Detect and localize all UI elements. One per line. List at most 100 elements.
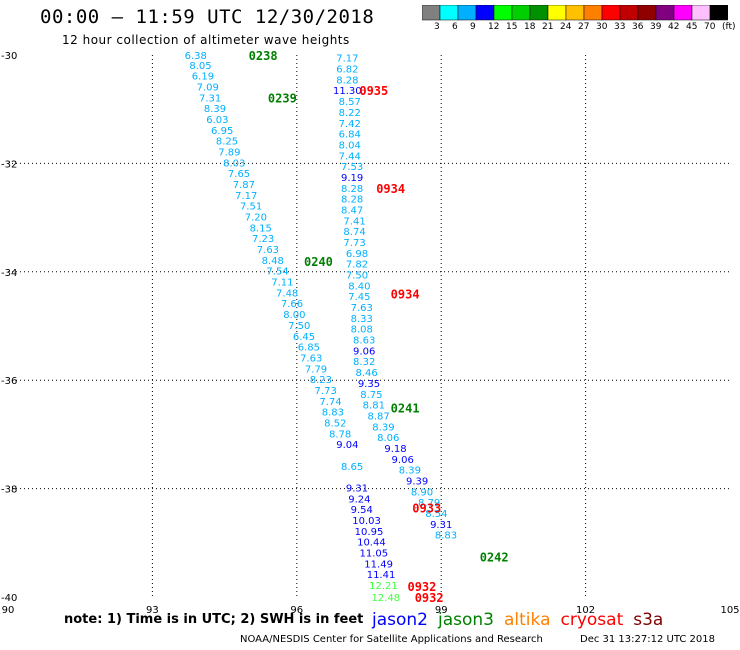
wave-height-value: 6.38	[185, 51, 207, 62]
wave-height-value: 8.00	[283, 310, 305, 321]
wave-height-value: 7.09	[197, 82, 219, 93]
wave-height-value: 6.84	[339, 130, 361, 141]
y-tick-label: -34	[1, 268, 17, 279]
wave-height-value: 8.46	[355, 368, 377, 379]
color-scale-bar	[422, 5, 728, 21]
credit-text: NOAA/NESDIS Center for Satellite Applica…	[240, 634, 543, 645]
pass-time-label: 0241	[391, 401, 420, 415]
wave-height-value: 7.54	[266, 267, 288, 278]
wave-height-value: 7.53	[341, 162, 363, 173]
wave-height-value: 7.17	[336, 54, 358, 65]
timestamp-text: Dec 31 13:27:12 UTC 2018	[580, 634, 715, 645]
wave-height-value: 8.52	[324, 418, 346, 429]
wave-height-value: 8.05	[189, 61, 211, 72]
wave-height-value: 8.83	[435, 531, 457, 542]
colorbar-label: 21	[542, 22, 554, 32]
wave-height-value: 8.23	[310, 375, 332, 386]
wave-height-value: 7.89	[218, 147, 240, 158]
wave-height-value: 8.39	[372, 422, 394, 433]
wave-height-value: 9.35	[358, 379, 380, 390]
x-tick-label: 102	[576, 605, 595, 616]
wave-height-value: 8.63	[353, 336, 375, 347]
colorbar-label: 30	[596, 22, 608, 32]
wave-height-value: 11.41	[367, 570, 396, 581]
wave-height-value: 8.28	[336, 75, 358, 86]
colorbar-label: 27	[578, 22, 590, 32]
wave-height-value: 8.87	[367, 411, 389, 422]
page-title: 00:00 – 11:59 UTC 12/30/2018	[40, 6, 375, 28]
wave-height-value: 8.25	[216, 137, 238, 148]
x-tick-label: 93	[146, 605, 159, 616]
x-tick-label: 105	[720, 605, 739, 616]
wave-height-value: 9.06	[392, 455, 414, 466]
wave-height-value: 7.50	[346, 271, 368, 282]
pass-time-label: 0934	[391, 287, 420, 301]
colorbar-label: 12	[488, 22, 500, 32]
wave-height-value: 12.48	[372, 593, 401, 604]
legend-item: jason2	[372, 610, 428, 630]
pass-time-label: 0240	[304, 255, 333, 269]
wave-height-value: 7.63	[257, 245, 279, 256]
colorbar-label: 45	[686, 22, 698, 32]
wave-height-value: 9.06	[353, 346, 375, 357]
colorbar-label: 9	[470, 22, 476, 32]
colorbar-label: 6	[452, 22, 458, 32]
wave-height-value: 7.17	[235, 191, 257, 202]
wave-height-value: 7.44	[339, 151, 361, 162]
pass-time-label: 0934	[376, 182, 405, 196]
pass-time-label: 0933	[412, 502, 441, 516]
wave-height-value: 10.95	[355, 527, 384, 538]
wave-height-value: 8.83	[322, 408, 344, 419]
wave-height-value: 8.39	[399, 466, 421, 477]
y-tick-label: -30	[1, 51, 17, 62]
wave-height-value: 8.81	[363, 401, 385, 412]
colorbar-label: 15	[506, 22, 518, 32]
wave-height-value: 8.04	[339, 140, 361, 151]
wave-height-value: 6.98	[346, 249, 368, 260]
wave-height-value: 9.31	[346, 484, 368, 495]
wave-height-value: 8.32	[353, 357, 375, 368]
wave-height-value: 8.03	[223, 158, 245, 169]
y-tick-label: -38	[1, 485, 17, 496]
wave-height-value: 7.63	[351, 303, 373, 314]
pass-time-label: 0238	[249, 49, 278, 63]
wave-height-value: 11.30	[333, 86, 362, 97]
wave-height-value: 10.44	[357, 538, 386, 549]
colorbar-label: 39	[650, 22, 662, 32]
pass-time-label: 0932	[415, 591, 444, 605]
wave-height-value: 7.66	[281, 299, 303, 310]
wave-height-value: 9.39	[406, 476, 428, 487]
pass-time-label: 0239	[268, 91, 297, 105]
wave-height-value: 8.22	[339, 108, 361, 119]
pass-time-label: 0242	[480, 550, 509, 564]
wave-height-value: 8.33	[351, 314, 373, 325]
wave-height-value: 8.28	[341, 195, 363, 206]
wave-height-value: 7.63	[300, 353, 322, 364]
wave-height-value: 9.31	[430, 520, 452, 531]
units-note: note: 1) Time is in UTC; 2) SWH is in fe…	[64, 612, 364, 627]
wave-height-value: 8.79	[418, 498, 440, 509]
colorbar-label: 18	[524, 22, 536, 32]
wave-height-value: 8.08	[351, 325, 373, 336]
colorbar-label: 70	[704, 22, 716, 32]
wave-height-value: 8.57	[339, 97, 361, 108]
satellite-legend: jason2 jason3 altika cryosat s3a	[372, 610, 673, 630]
colorbar-label: 3	[434, 22, 440, 32]
wave-height-value: 8.47	[341, 205, 363, 216]
wave-height-value: 8.28	[341, 184, 363, 195]
colorbar-label: 36	[632, 22, 644, 32]
wave-height-value: 7.82	[346, 260, 368, 271]
x-tick-label: 99	[435, 605, 448, 616]
wave-height-value: 7.51	[240, 202, 262, 213]
wave-height-value: 11.49	[364, 559, 393, 570]
wave-height-value: 6.82	[336, 65, 358, 76]
wave-height-value: 8.90	[411, 487, 433, 498]
legend-item: s3a	[633, 610, 664, 630]
wave-height-value: 8.54	[425, 509, 447, 520]
wave-height-value: 12.21	[369, 581, 398, 592]
wave-height-value: 7.23	[252, 234, 274, 245]
legend-item: altika	[504, 610, 551, 630]
wave-height-value: 6.85	[298, 343, 320, 354]
wave-height-value: 8.65	[341, 462, 363, 473]
colorbar-label: 24	[560, 22, 572, 32]
